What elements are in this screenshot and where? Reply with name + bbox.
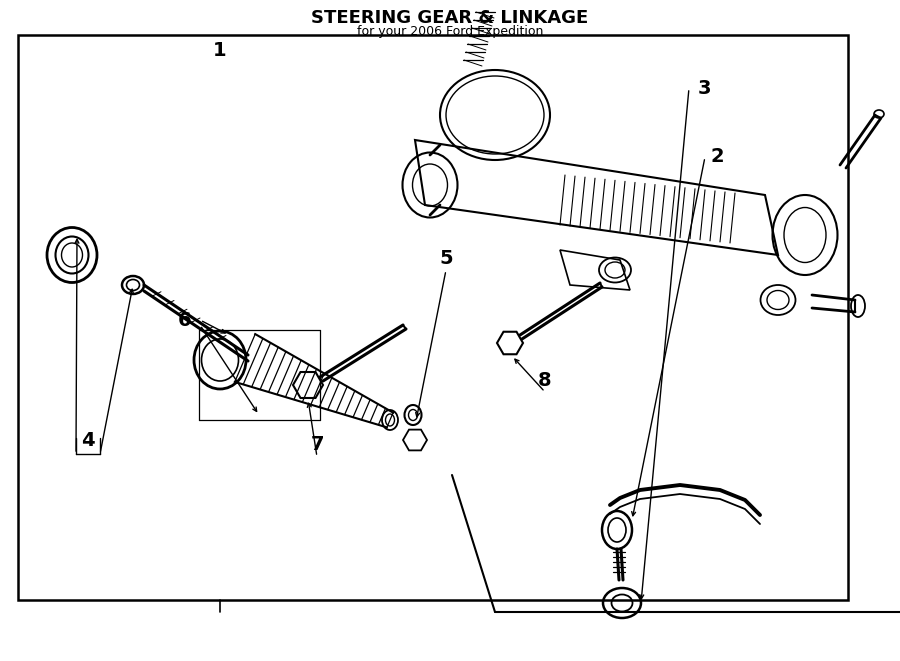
Text: 7: 7: [310, 436, 324, 455]
Text: for your 2006 Ford Expedition: for your 2006 Ford Expedition: [356, 26, 544, 38]
Text: 6: 6: [178, 311, 192, 329]
Text: 3: 3: [698, 79, 711, 98]
Text: 8: 8: [538, 371, 552, 389]
Bar: [18, 35, 848, 600]
Text: 2: 2: [710, 147, 724, 167]
Text: 4: 4: [81, 430, 94, 449]
Text: STEERING GEAR & LINKAGE: STEERING GEAR & LINKAGE: [311, 9, 589, 27]
Text: 1: 1: [213, 40, 227, 59]
Text: 5: 5: [439, 249, 453, 268]
